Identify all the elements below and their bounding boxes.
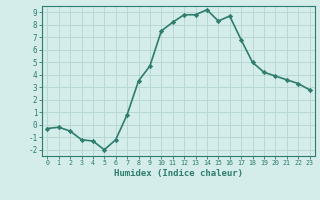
X-axis label: Humidex (Indice chaleur): Humidex (Indice chaleur) bbox=[114, 169, 243, 178]
